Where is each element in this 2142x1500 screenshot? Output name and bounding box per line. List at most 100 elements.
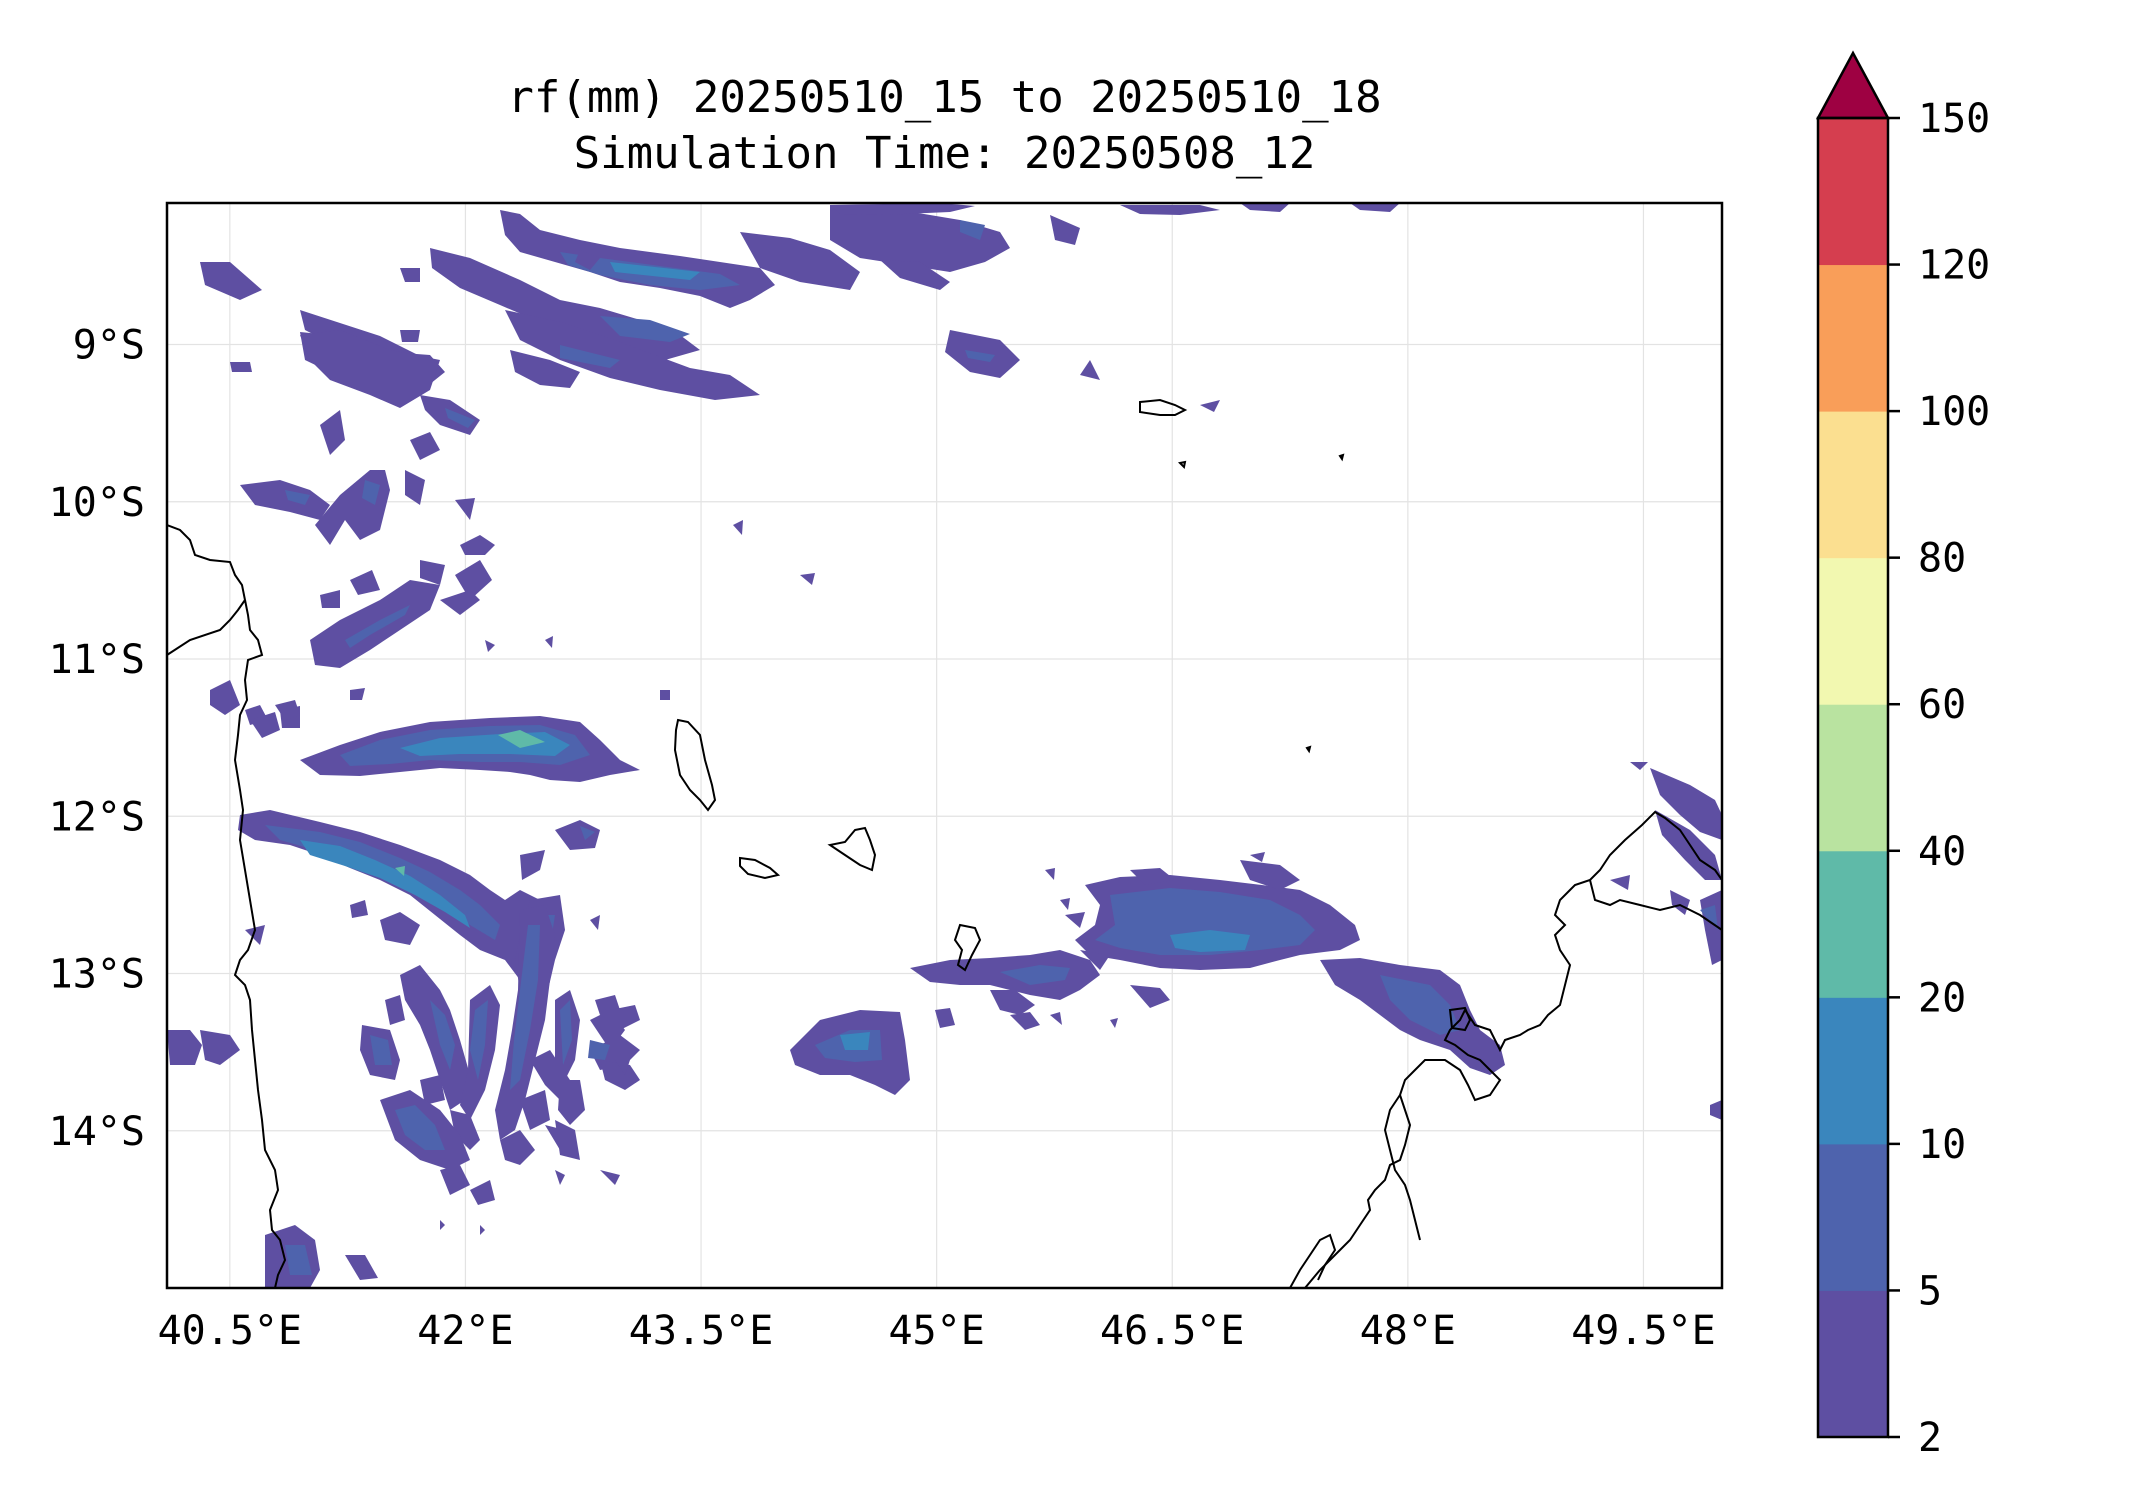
rain-area xyxy=(400,330,420,342)
rain-area xyxy=(960,220,985,240)
rain-area xyxy=(800,573,815,585)
colorbar-segment xyxy=(1818,997,1888,1145)
rain-area xyxy=(555,1120,580,1160)
rain-area xyxy=(935,1008,955,1028)
rain-area xyxy=(1380,975,1460,1035)
rain-area xyxy=(400,965,470,1110)
map-frame xyxy=(165,201,1724,1290)
coastline-islet xyxy=(1177,460,1187,470)
coastline-islet xyxy=(1338,453,1345,462)
coastline-africa xyxy=(233,599,287,1288)
x-tick-label: 46.5°E xyxy=(1100,1308,1245,1354)
coastline-madagascar-west xyxy=(1383,1094,1421,1241)
rain-area xyxy=(600,1170,620,1185)
y-tick-label: 13°S xyxy=(49,952,145,998)
coastline-madagascar xyxy=(1304,810,1722,1288)
colorbar-segment xyxy=(1818,704,1888,852)
x-tick-label: 43.5°E xyxy=(629,1308,774,1354)
rain-area xyxy=(350,688,365,700)
colorbar-tick-label: 120 xyxy=(1918,243,1990,289)
rain-area xyxy=(420,560,445,585)
rain-area xyxy=(965,350,995,362)
rain-area xyxy=(395,1105,445,1150)
rain-area xyxy=(240,480,330,520)
rain-area xyxy=(400,268,420,282)
colorbar-segment xyxy=(1818,850,1888,998)
rain-area xyxy=(600,1060,640,1090)
coastline-nosy-be xyxy=(1448,1006,1472,1032)
x-tick-label: 40.5°E xyxy=(158,1308,303,1354)
colorbar-segment xyxy=(1818,1290,1888,1438)
rain-area xyxy=(1000,965,1070,985)
colorbar-segment xyxy=(1818,411,1888,559)
rain-area xyxy=(1120,205,1220,215)
y-tick-label: 11°S xyxy=(49,637,145,683)
rain-area xyxy=(520,1090,550,1130)
rain-area xyxy=(445,408,475,428)
coastline-anjouan xyxy=(827,826,877,872)
rain-area xyxy=(440,1165,470,1195)
rain-area xyxy=(200,1030,240,1065)
rain-area xyxy=(505,310,760,400)
rain-area xyxy=(588,1040,610,1060)
rain-area xyxy=(370,1035,392,1065)
colorbar-segment xyxy=(1818,1143,1888,1291)
x-tick-label: 48°E xyxy=(1360,1308,1456,1354)
rain-area xyxy=(575,250,600,270)
y-tick-label: 14°S xyxy=(49,1109,145,1155)
y-tick-label: 10°S xyxy=(49,480,145,526)
colorbar-extend-arrow xyxy=(1815,50,1891,120)
y-tick-label: 12°S xyxy=(49,794,145,840)
colorbar-tick-label: 80 xyxy=(1918,536,1966,582)
rain-area xyxy=(615,1060,630,1075)
coastline-islet xyxy=(1305,745,1312,754)
rain-area xyxy=(733,520,743,535)
rain-area xyxy=(380,912,420,945)
rain-area xyxy=(1010,1012,1040,1030)
rain-area xyxy=(1050,1012,1062,1025)
rain-area xyxy=(485,640,495,652)
rain-area xyxy=(610,262,700,280)
rain-area xyxy=(455,498,475,520)
rain-area xyxy=(1200,400,1220,412)
rain-area xyxy=(1350,203,1400,212)
rain-area xyxy=(200,262,262,300)
rain-area xyxy=(1610,875,1630,890)
rain-area xyxy=(830,203,975,215)
rain-area xyxy=(275,700,300,720)
rain-area xyxy=(285,1245,312,1275)
colorbar-tick-label: 20 xyxy=(1918,975,1966,1021)
rain-area xyxy=(470,1180,495,1205)
rain-area xyxy=(560,1000,572,1065)
rain-area xyxy=(362,480,380,505)
colorbar-segment xyxy=(1818,118,1888,266)
rain-area xyxy=(1710,1100,1722,1120)
rain-area xyxy=(1065,912,1085,928)
y-tick-label: 9°S xyxy=(73,323,145,369)
title-line-1: rf(mm) 20250510_15 to 20250510_18 xyxy=(507,72,1382,123)
rain-area xyxy=(300,840,470,928)
rain-area xyxy=(245,925,265,945)
rain-area xyxy=(455,560,492,600)
rain-area xyxy=(1110,1018,1118,1028)
rain-area xyxy=(450,1110,480,1150)
rain-area xyxy=(990,990,1035,1015)
coastline-glorioso xyxy=(1139,398,1188,416)
rain-area xyxy=(345,605,410,648)
colorbar-tick-label: 5 xyxy=(1918,1268,1942,1314)
rain-area xyxy=(840,1032,870,1050)
rain-area xyxy=(880,260,950,290)
rain-area xyxy=(498,730,545,748)
rain-area xyxy=(1045,868,1055,880)
rain-area xyxy=(250,712,280,738)
rain-area xyxy=(440,1220,445,1230)
rain-area xyxy=(410,432,440,460)
rain-area xyxy=(555,1170,565,1185)
y-axis: 9°S 10°S 11°S 12°S 13°S 14°S xyxy=(49,323,145,1155)
rain-area xyxy=(1250,852,1265,862)
rain-area xyxy=(1240,860,1300,890)
rain-area xyxy=(1130,985,1170,1008)
colorbar-tick-label: 100 xyxy=(1918,389,1990,435)
rain-area xyxy=(740,232,860,290)
rain-area xyxy=(1240,203,1290,212)
